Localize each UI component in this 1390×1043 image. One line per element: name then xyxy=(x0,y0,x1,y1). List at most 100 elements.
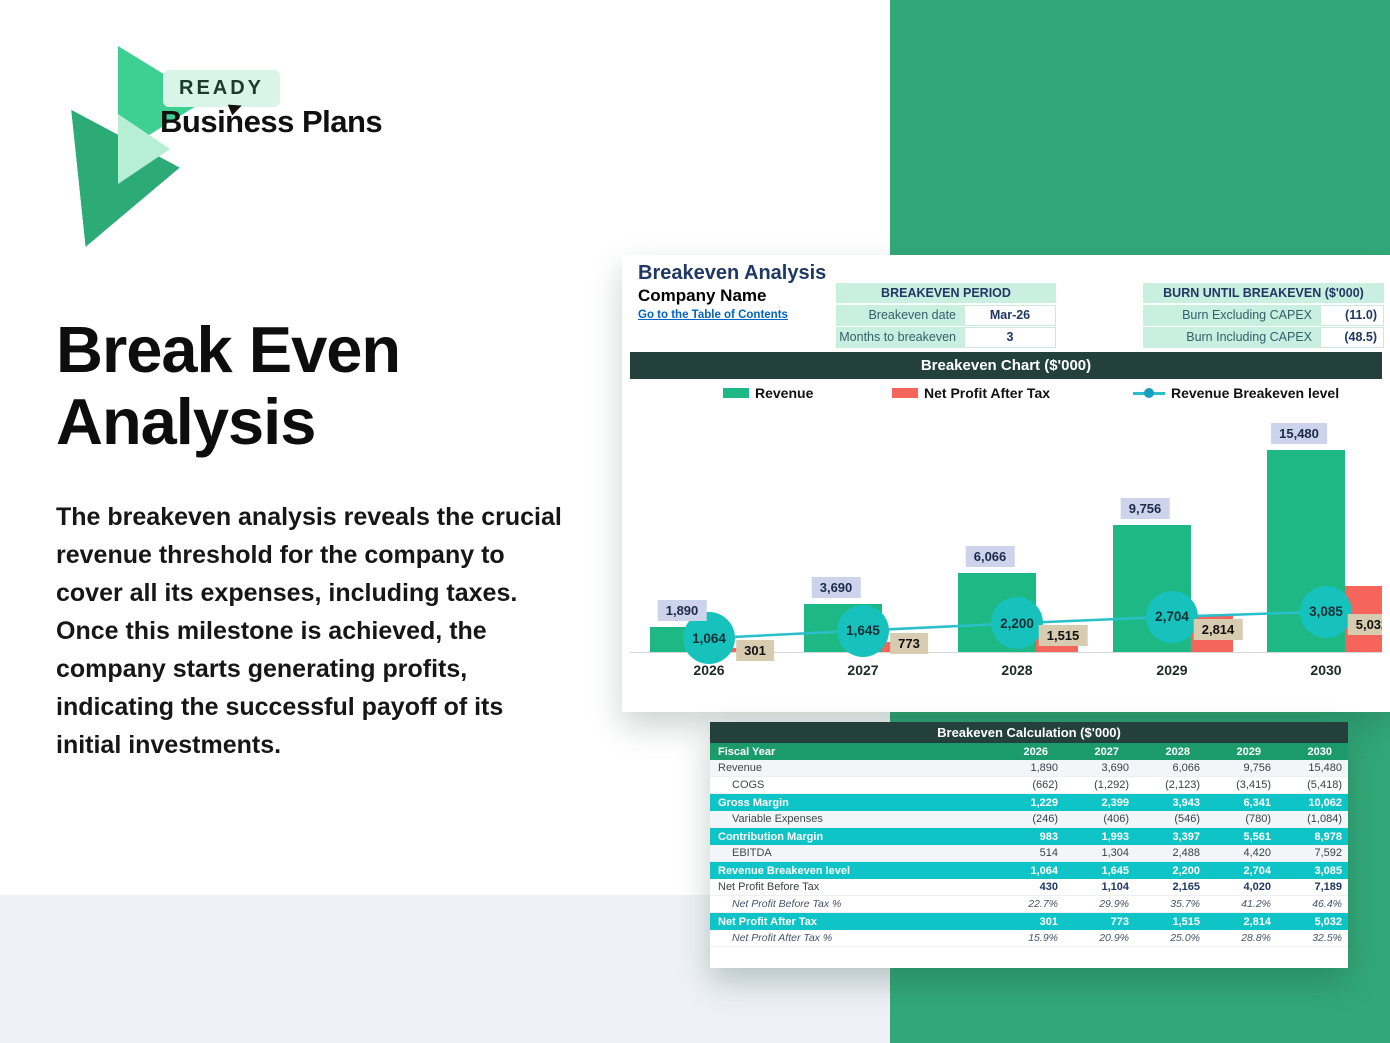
row-value: (2,123) xyxy=(1165,779,1200,791)
row-label: EBITDA xyxy=(732,847,772,859)
brand-badge: READY xyxy=(163,70,281,107)
breakeven-legend-line xyxy=(1133,388,1165,398)
legend-item: Revenue Breakeven level xyxy=(1133,385,1339,401)
row-value: 2,488 xyxy=(1172,847,1200,859)
row-value: 3,943 xyxy=(1172,796,1200,809)
row-value: 25.0% xyxy=(1170,932,1200,944)
revenue-legend-swatch xyxy=(723,388,749,398)
row-value: 10,062 xyxy=(1308,796,1342,809)
row-value: (1,292) xyxy=(1094,779,1129,791)
legend-label: Revenue xyxy=(755,385,814,401)
row-value: 2,814 xyxy=(1243,915,1271,928)
sheet-title: Breakeven Analysis xyxy=(638,262,827,284)
burn-table-header: BURN UNTIL BREAKEVEN ($'000) xyxy=(1143,283,1384,305)
row-value: 7,189 xyxy=(1314,881,1342,893)
row-value: 46.4% xyxy=(1312,898,1342,910)
npat-bar xyxy=(846,641,924,652)
row-value: 983 xyxy=(1039,830,1058,843)
chart-title: Breakeven Chart ($'000) xyxy=(630,352,1382,379)
brand-name: Business Plans xyxy=(160,104,383,139)
year-column-header: 2028 xyxy=(1165,745,1190,758)
row-value: 1,104 xyxy=(1101,881,1129,893)
calc-table-row: Net Profit Before Tax % 22.7% 29.9% 35.7% 41… xyxy=(710,896,1348,913)
row-value: 1,229 xyxy=(1030,796,1058,809)
row-value: 430 xyxy=(1039,881,1058,893)
row-value: 32.5% xyxy=(1312,932,1342,944)
calc-table-row: Revenue Breakeven level 1,064 1,645 2,200 2,… xyxy=(710,862,1348,879)
row-label: Net Profit After Tax % xyxy=(732,932,833,944)
breakeven-period-header: BREAKEVEN PERIOD xyxy=(836,283,1056,305)
legend-label: Revenue Breakeven level xyxy=(1171,385,1340,401)
npat-legend-swatch xyxy=(892,388,918,398)
row-label: Revenue xyxy=(718,762,763,774)
calc-table-header-row: Fiscal Year 2026 2027 2028 2029 2030 xyxy=(710,743,1348,760)
row-value: (546) xyxy=(1174,813,1200,825)
calc-table-row: Gross Margin 1,229 2,399 3,943 6,341 10,062 xyxy=(710,794,1348,811)
row-value: (3,415) xyxy=(1236,779,1271,791)
page-title: Break Even Analysis xyxy=(56,313,401,458)
cell-value: Mar-26 xyxy=(964,305,1056,326)
breakeven-marker: 2,200 xyxy=(991,597,1043,650)
chart-axis-line xyxy=(630,652,1382,653)
period-table-row: Months to breakeven 3 xyxy=(836,327,1056,348)
npat-value-label: 5,032 xyxy=(1347,613,1382,635)
row-value: (780) xyxy=(1245,813,1271,825)
year-column-header: 2029 xyxy=(1236,745,1261,758)
row-value: 1,304 xyxy=(1101,847,1129,859)
row-value: 9,756 xyxy=(1243,762,1271,774)
row-value: (5,418) xyxy=(1307,779,1342,791)
row-value: 5,032 xyxy=(1314,915,1342,928)
row-value: 773 xyxy=(1110,915,1129,928)
row-value: 1,515 xyxy=(1172,915,1200,928)
chart-legend: Revenue Net Profit After Tax Revenue Break… xyxy=(630,385,1382,403)
npat-value-label: 2,814 xyxy=(1193,618,1243,640)
x-axis-year-label: 2026 xyxy=(693,662,725,678)
breakeven-period-table: BREAKEVEN PERIOD Breakeven date Mar-26 Mon… xyxy=(836,283,1056,349)
x-axis-year-label: 2028 xyxy=(1001,662,1033,678)
burn-table-row: Burn Excluding CAPEX (11.0) xyxy=(1143,305,1384,326)
row-value: 2,200 xyxy=(1172,864,1200,877)
cell-label: Burn Including CAPEX xyxy=(1143,327,1320,348)
cell-value: 3 xyxy=(964,327,1056,348)
row-value: 3,085 xyxy=(1314,864,1342,877)
row-label: Revenue Breakeven level xyxy=(718,864,851,877)
burn-until-breakeven-table: BURN UNTIL BREAKEVEN ($'000) Burn Exclud… xyxy=(1143,283,1384,349)
row-value: 4,020 xyxy=(1243,881,1271,893)
breakeven-chart-plot: 1,064 301 1,890 2026 1,645 773 3,690 2027 2,200 1… xyxy=(630,400,1382,682)
npat-value-label: 301 xyxy=(736,640,774,662)
npat-value-label: 1,515 xyxy=(1038,625,1088,647)
row-value: 20.9% xyxy=(1099,932,1129,944)
row-value: 6,066 xyxy=(1172,762,1200,774)
row-value: 1,064 xyxy=(1030,864,1058,877)
legend-label: Net Profit After Tax xyxy=(924,385,1051,401)
row-value: 2,399 xyxy=(1101,796,1129,809)
row-value: 5,561 xyxy=(1243,830,1271,843)
company-name: Company Name xyxy=(638,286,767,305)
cell-value: (11.0) xyxy=(1320,305,1384,326)
calc-table-row: Net Profit Before Tax 430 1,104 2,165 4,020 7… xyxy=(710,879,1348,896)
row-label: COGS xyxy=(732,779,765,791)
cell-label: Burn Excluding CAPEX xyxy=(1143,305,1320,326)
breakeven-marker: 2,704 xyxy=(1146,590,1198,643)
row-value: 15,480 xyxy=(1308,762,1342,774)
row-value: 3,690 xyxy=(1101,762,1129,774)
spreadsheet-chart-panel: Breakeven Analysis Company Name Go to th… xyxy=(622,255,1390,712)
row-label: Net Profit Before Tax xyxy=(718,881,820,893)
table-of-contents-link[interactable]: Go to the Table of Contents xyxy=(638,309,788,321)
revenue-value-label: 3,690 xyxy=(811,576,861,598)
row-label: Gross Margin xyxy=(718,796,789,809)
row-value: 301 xyxy=(1039,915,1058,928)
row-value: 15.9% xyxy=(1028,932,1058,944)
burn-table-row: Burn Including CAPEX (48.5) xyxy=(1143,327,1384,348)
row-value: 28.8% xyxy=(1241,932,1271,944)
breakeven-calculation-panel: Breakeven Calculation ($'000) Fiscal Yea… xyxy=(710,722,1348,968)
revenue-value-label: 6,066 xyxy=(965,545,1015,567)
x-axis-year-label: 2030 xyxy=(1310,662,1342,678)
x-axis-year-label: 2027 xyxy=(847,662,879,678)
page-description: The breakeven analysis reveals the cruci… xyxy=(56,503,562,759)
row-value: 1,993 xyxy=(1101,830,1129,843)
row-value: (246) xyxy=(1032,813,1058,825)
row-label: Net Profit Before Tax % xyxy=(732,898,842,910)
row-value: 514 xyxy=(1039,847,1058,859)
row-value: 1,645 xyxy=(1101,864,1129,877)
